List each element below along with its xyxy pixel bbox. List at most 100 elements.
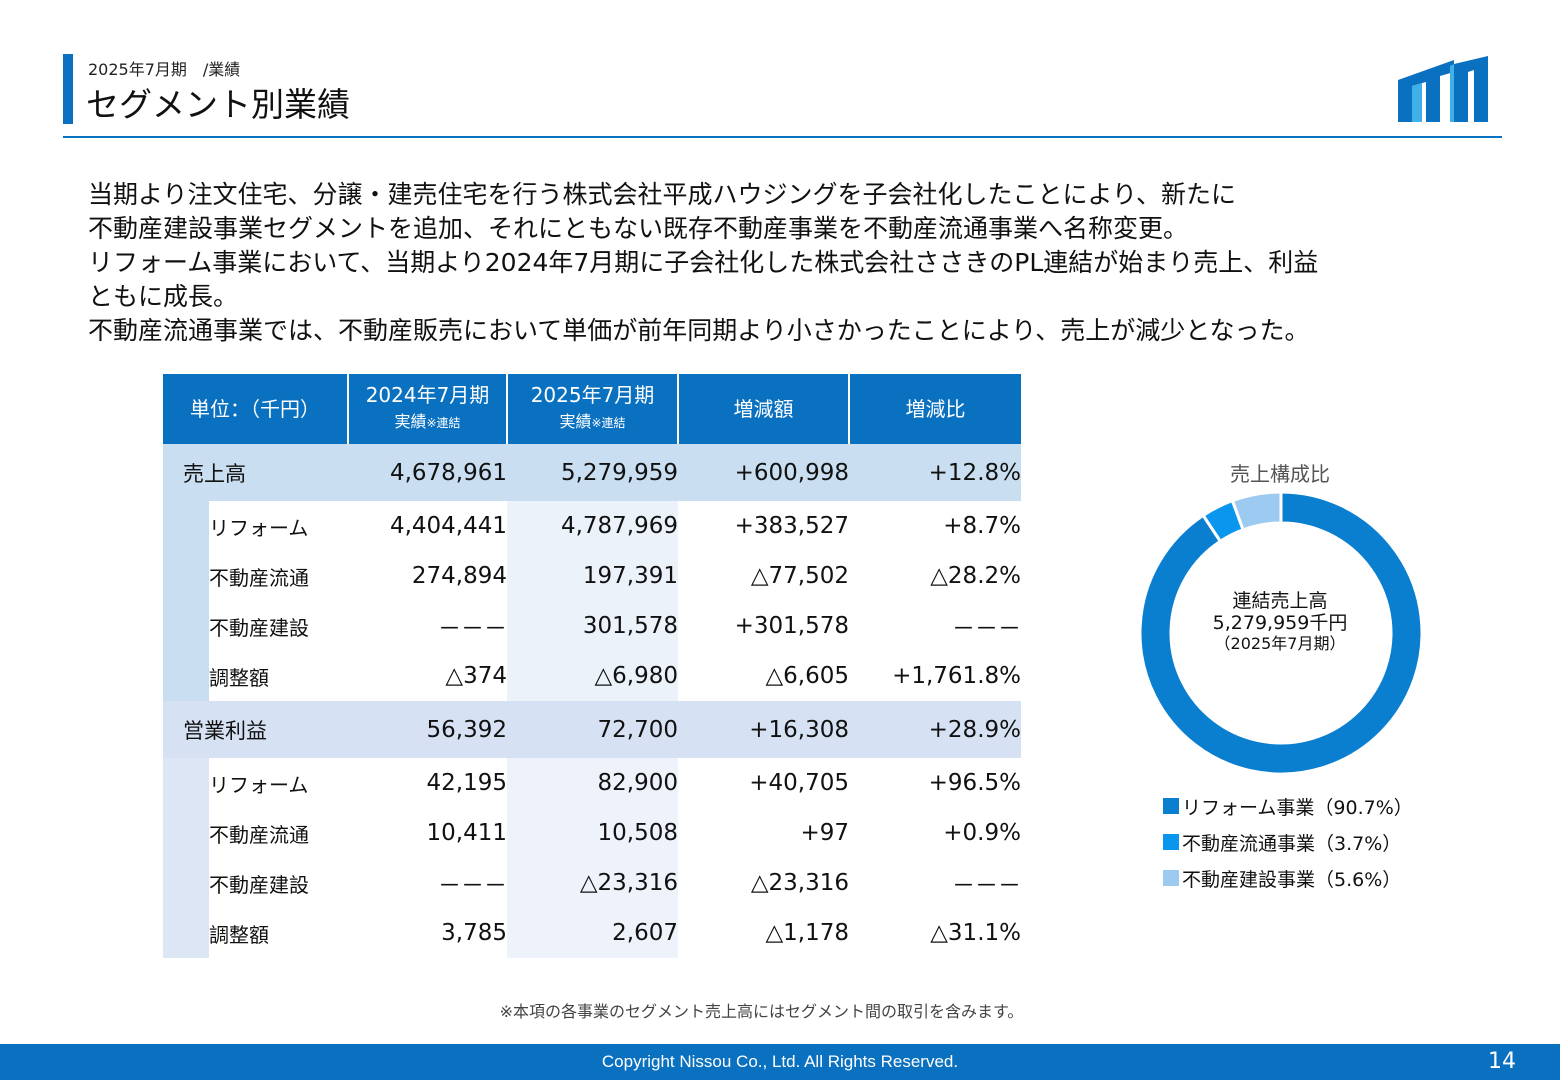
cell-diff: +97 [800, 820, 849, 846]
summary-line: 不動産流通事業では、不動産販売において単価が前年同期より小さかったことにより、売… [88, 316, 1310, 345]
cell-curr: 301,578 [507, 601, 678, 651]
legend-label: 不動産建設事業（5.6%） [1182, 868, 1402, 891]
row-label: 不動産建設 [209, 872, 309, 897]
header-curr-line2: 実績 [559, 411, 592, 431]
cell-ratio: +1,761.8% [892, 663, 1021, 689]
row-label: 不動産流通 [209, 822, 309, 847]
legend-label: リフォーム事業（90.7%） [1182, 796, 1413, 819]
row-label: 不動産流通 [209, 565, 309, 590]
cell-curr: △6,980 [507, 651, 678, 701]
header-prev-year: 2024年7月期 実績※連結 [348, 374, 508, 444]
cell-prev: －－－ [438, 616, 507, 642]
cell-ratio: △31.1% [930, 920, 1021, 946]
page-number: 14 [1488, 1049, 1516, 1074]
pie-legend: リフォーム事業（90.7%） 不動産流通事業（3.7%） 不動産建設事業（5.6… [1163, 788, 1413, 896]
footnote: ※本項の各事業のセグメント売上高にはセグメント間の取引を含みます。 [499, 1002, 1024, 1021]
row-label: 不動産建設 [209, 615, 309, 640]
cell-curr: 2,607 [507, 908, 678, 958]
cell-prev: 42,195 [426, 770, 507, 796]
row-label: リフォーム [209, 772, 309, 797]
title-accent-bar [63, 54, 73, 124]
operating-profit-total-row: 営業利益 56,392 72,700 +16,308 +28.9% [163, 701, 1021, 758]
cell-ratio: －－－ [952, 616, 1021, 642]
cell-curr: 4,787,969 [507, 501, 678, 551]
cell-diff: +600,998 [678, 444, 849, 501]
cell-prev: 274,894 [411, 563, 507, 589]
title-divider [63, 136, 1502, 138]
cell-prev: 4,404,441 [389, 513, 507, 539]
table-row: リフォーム 42,195 82,900 +40,705 +96.5% [163, 758, 1021, 808]
donut-slice-3 [1230, 490, 1283, 532]
cell-prev: 56,392 [348, 701, 507, 758]
cell-curr: 10,508 [507, 808, 678, 858]
header-prev-line1: 2024年7月期 [365, 382, 490, 407]
indent-bar [163, 758, 209, 808]
header-prev-line2: 実績 [394, 411, 427, 431]
summary-line: 当期より注文住宅、分譲・建売住宅を行う株式会社平成ハウジングを子会社化したことに… [88, 180, 1237, 209]
cell-curr: 5,279,959 [507, 444, 678, 501]
cell-ratio: +96.5% [928, 770, 1021, 796]
legend-item: 不動産建設事業（5.6%） [1163, 860, 1413, 896]
indent-bar [163, 651, 209, 701]
cell-ratio: +12.8% [849, 444, 1021, 501]
summary-line: リフォーム事業において、当期より2024年7月期に子会社化した株式会社ささきのP… [88, 248, 1319, 277]
cell-ratio: +8.7% [943, 513, 1021, 539]
donut-slice-1 [1138, 490, 1424, 776]
cell-prev: 3,785 [441, 920, 507, 946]
legend-label: 不動産流通事業（3.7%） [1182, 832, 1402, 855]
cell-diff: +301,578 [734, 613, 849, 639]
center-label-period: （2025年7月期） [1214, 634, 1346, 653]
cell-diff: +16,308 [678, 701, 849, 758]
segment-results-table: 単位：（千円） 2024年7月期 実績※連結 2025年7月期 実績※連結 増減… [163, 374, 1021, 958]
cell-prev: △374 [445, 663, 507, 689]
cell-diff: +40,705 [749, 770, 849, 796]
indent-bar [163, 858, 209, 908]
cell-prev: 10,411 [426, 820, 507, 846]
cell-ratio: －－－ [952, 873, 1021, 899]
cell-diff: △77,502 [750, 563, 849, 589]
cell-curr: 82,900 [507, 758, 678, 808]
header-ratio: 増減比 [849, 374, 1021, 444]
legend-item: 不動産流通事業（3.7%） [1163, 824, 1413, 860]
table-header-row: 単位：（千円） 2024年7月期 実績※連結 2025年7月期 実績※連結 増減… [163, 374, 1021, 444]
center-label-line: 連結売上高 [1232, 590, 1328, 612]
page-subtitle: 2025年7月期 /業績 [88, 60, 241, 79]
table-row: 調整額 △374 △6,980 △6,605 +1,761.8% [163, 651, 1021, 701]
legend-swatch [1163, 870, 1179, 886]
cell-curr: 197,391 [507, 551, 678, 601]
header-unit: 単位：（千円） [163, 374, 349, 444]
sales-total-row: 売上高 4,678,961 5,279,959 +600,998 +12.8% [163, 444, 1021, 501]
sales-composition-donut-chart [1138, 490, 1424, 776]
header-prev-note: ※連結 [426, 415, 461, 430]
indent-bar [163, 501, 209, 551]
indent-bar [163, 601, 209, 651]
legend-swatch [1163, 798, 1179, 814]
indent-bar [163, 551, 209, 601]
header-curr-line1: 2025年7月期 [530, 382, 655, 407]
cell-ratio: +0.9% [943, 820, 1021, 846]
cell-diff: △23,316 [750, 870, 849, 896]
table-row: 不動産流通 10,411 10,508 +97 +0.9% [163, 808, 1021, 858]
row-label: 売上高 [163, 444, 348, 501]
row-label: 調整額 [209, 665, 269, 690]
donut-center-label: 連結売上高 5,279,959千円 （2025年7月期） [1180, 590, 1380, 654]
footer-bar: Copyright Nissou Co., Ltd. All Rights Re… [0, 1044, 1560, 1080]
indent-bar [163, 908, 209, 958]
cell-diff: △1,178 [765, 920, 849, 946]
row-label: 営業利益 [163, 701, 348, 758]
legend-item: リフォーム事業（90.7%） [1163, 788, 1413, 824]
cell-ratio: +28.9% [849, 701, 1021, 758]
cell-diff: △6,605 [765, 663, 849, 689]
table-row: リフォーム 4,404,441 4,787,969 +383,527 +8.7% [163, 501, 1021, 551]
summary-line: ともに成長。 [88, 282, 239, 311]
copyright-text: Copyright Nissou Co., Ltd. All Rights Re… [601, 1052, 959, 1071]
center-label-value: 5,279,959千円 [1212, 612, 1348, 634]
cell-prev: 4,678,961 [348, 444, 507, 501]
cell-prev: －－－ [438, 873, 507, 899]
table-row: 調整額 3,785 2,607 △1,178 △31.1% [163, 908, 1021, 958]
legend-swatch [1163, 834, 1179, 850]
table-row: 不動産流通 274,894 197,391 △77,502 △28.2% [163, 551, 1021, 601]
company-logo-icon [1398, 56, 1488, 122]
table-row: 不動産建設 －－－ 301,578 +301,578 －－－ [163, 601, 1021, 651]
row-label: リフォーム [209, 515, 309, 540]
